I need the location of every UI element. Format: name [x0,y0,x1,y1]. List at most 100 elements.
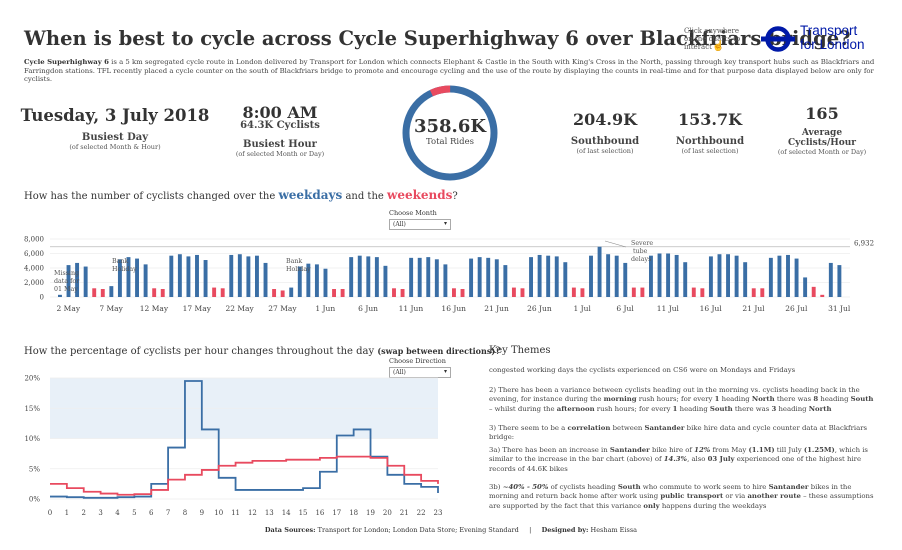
bar [374,257,379,297]
interaction-hint: Click anywhere on the charts to interact [684,27,741,51]
bar [511,287,516,297]
annotation-line: tube [633,248,648,255]
bar [237,254,242,297]
kpi-average[interactable]: 165 Average Cyclists/Hour (of selected M… [772,104,872,156]
x-tick-label: 21 Jun [484,304,509,313]
annotation-line: Holiday [112,266,137,273]
x-tick-label: 21 Jul [742,304,765,313]
kpi-busiest-day[interactable]: Tuesday, 3 July 2018 Busiest Day (of sel… [20,106,210,151]
bar [580,288,585,297]
bar [152,288,157,297]
bar [289,287,294,297]
bar [657,253,662,297]
bar [563,262,568,297]
pointer-hand-icon: ☝ [712,41,725,52]
bar [623,262,628,297]
bar [537,254,542,297]
month-dropdown[interactable]: (All) ▾ [389,219,451,230]
total-rides-label: Total Rides [426,137,474,147]
bar [546,255,551,297]
x-tick-label: 27 May [268,304,297,313]
kpi-northbound[interactable]: 153.7K Northbound (of last selection) [660,110,760,155]
x-tick-label: 11 Jun [399,304,424,313]
y-tick-label: 20% [24,375,40,383]
x-tick-label: 1 Jul [574,304,592,313]
bar [837,265,842,297]
theme-3: 3) There seem to be a correlation betwee… [489,424,868,442]
bar [323,268,328,297]
bar [503,265,508,297]
annotation-bank-holiday: Bank Holiday [286,258,311,273]
bar [434,259,439,297]
bar [83,266,88,297]
bar [75,262,80,297]
southbound-label: Southbound [570,136,640,147]
x-tick-label: 16 Jul [700,304,723,313]
bar [726,254,730,297]
x-tick-label: 1 Jun [315,304,335,313]
busiest-day-note: (of selected Month & Hour) [69,143,161,151]
x-tick-label: 31 Jul [828,304,851,313]
daily-cyclists-bar-chart[interactable]: 0 2,000 4,000 6,000 8,000 6,932 2 May 7 May 12 M… [0,225,902,320]
y-tick-label: 0% [29,496,40,504]
x-tick-label: 20 [383,509,392,517]
x-tick-label: 17 May [183,304,212,313]
themes-title: Key Themes [489,345,551,356]
x-tick-label: 6 [149,509,154,517]
tfl-logo-text: Transport for London [800,23,865,52]
kpi-southbound[interactable]: 204.9K Southbound (of last selection) [555,110,655,155]
bar [640,287,645,297]
bar [255,255,259,297]
direction-dropdown[interactable]: (All) ▾ [389,367,451,378]
bar [700,288,705,297]
bar [212,287,217,297]
bar [177,254,182,297]
y-tick-label: 8,000 [24,236,44,244]
bar [272,289,277,297]
bar [751,288,756,297]
busiest-hour-value: 8:00 AM [242,103,318,122]
annotation-line: 01 May [54,286,78,293]
reference-label: 6,932 [854,240,874,248]
bar [674,254,679,297]
y-tick-label: 10% [24,435,40,443]
bar [743,262,748,297]
bar [708,256,713,297]
x-tick-label: 16 [315,509,324,517]
bar [606,254,611,297]
average-label-1: Average [801,128,843,138]
bar-section-question: How has the number of cyclists changed o… [24,188,458,202]
bar [220,288,225,297]
bar [486,257,491,297]
x-tick-label: 2 May [57,304,81,313]
bar [400,289,405,297]
intro-paragraph: Cycle Superhighway 6 is a 5 km segregate… [24,58,875,84]
bar [169,255,174,297]
northbound-note: (of last selection) [681,147,739,155]
kpi-total: 358.6K Total Rides [400,116,500,147]
average-note: (of selected Month or Day) [777,148,867,156]
bar [306,263,311,297]
total-rides-ring[interactable] [400,83,500,183]
x-tick-label: 22 [417,509,426,517]
northbound-label: Northbound [675,136,745,147]
annotation-missing-data: Missing data for 01 May [54,270,80,293]
bar [349,257,354,297]
annotation-line: Severe [631,240,653,247]
bar [554,256,559,297]
bar [143,264,148,297]
x-tick-label: 9 [200,509,204,517]
kpi-busiest-hour[interactable]: 8:00 AM 64.3K Cyclists Busiest Hour (of … [215,103,345,158]
bar [332,289,336,297]
average-value: 165 [805,104,839,123]
bar [597,246,602,297]
bar [366,256,371,297]
busiest-hour-count: 64.3K Cyclists [240,120,320,131]
bar [803,277,808,297]
x-tick-label: 12 [248,509,257,517]
bar [263,262,268,297]
x-tick-label: 7 May [99,304,123,313]
y-tick-label: 4,000 [24,265,44,273]
hourly-percentage-line-chart[interactable]: 0%5%10%15%20%0 1 2 3 4 5 6 7 8 9 10 11 12 13 14 15 16 17 1… [0,368,470,523]
bar [828,262,833,297]
